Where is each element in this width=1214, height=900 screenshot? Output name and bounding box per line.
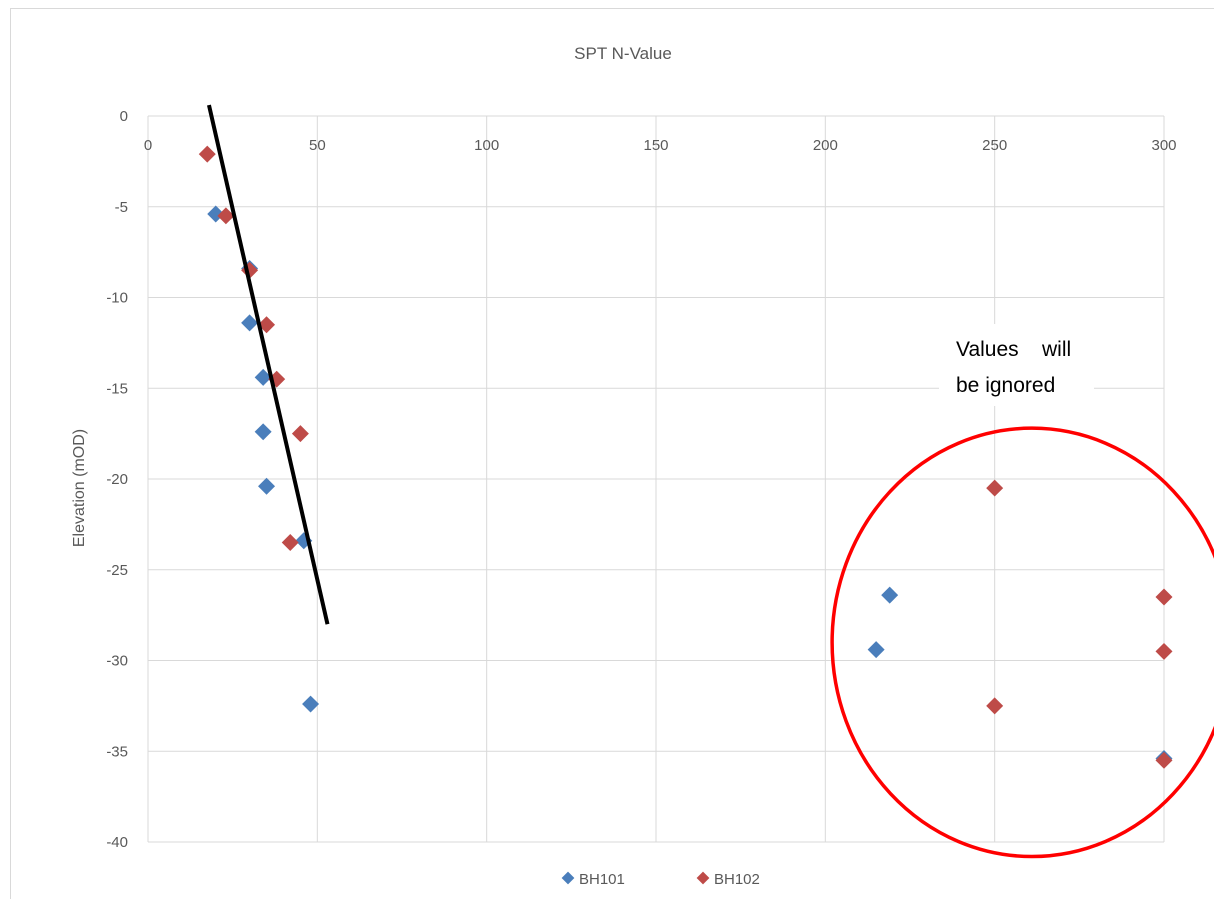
y-tick-label: -20: [106, 471, 128, 488]
data-point-bh101: [258, 477, 276, 495]
data-point-bh102: [1155, 588, 1173, 606]
y-axis-tick-labels: 0 -5 -10 -15 -20 -25 -30 -35 -40: [106, 108, 128, 851]
trend-line-group: [207, 104, 330, 625]
gridlines: [147, 115, 1165, 843]
y-tick-label: -15: [106, 380, 128, 397]
y-tick-label: -30: [106, 653, 128, 670]
data-point-bh101: [881, 586, 899, 604]
x-tick-label: 0: [144, 137, 152, 154]
chart-title: SPT N-Value: [574, 44, 672, 63]
x-tick-label: 150: [643, 137, 668, 154]
ignored-values-circle: [830, 426, 1214, 859]
chart-area: SPT N-Value 0 50 100 150 200 250 300 0 -5 -10 -15…: [10, 8, 1214, 899]
annotation-line-1: Values will: [956, 338, 1071, 361]
data-point-bh102: [986, 697, 1004, 715]
data-point-bh102: [1155, 751, 1173, 769]
x-tick-label: 300: [1151, 137, 1176, 154]
x-axis-tick-labels: 0 50 100 150 200 250 300: [144, 137, 1177, 154]
legend-marker-bh102: [696, 871, 710, 885]
legend-label-bh101: BH101: [579, 871, 625, 888]
x-tick-label: 200: [813, 137, 838, 154]
y-tick-label: -35: [106, 743, 128, 760]
annotation-line-2: be ignored: [956, 374, 1055, 397]
y-tick-label: -25: [106, 562, 128, 579]
y-tick-label: -10: [106, 290, 128, 307]
data-point-bh102: [1155, 642, 1173, 660]
annotation-group: Values will be ignored: [830, 338, 1214, 859]
data-point-bh102: [258, 316, 276, 334]
annotation-background: [939, 324, 1094, 406]
legend: BH101 BH102: [561, 871, 760, 888]
data-point-bh101: [254, 423, 272, 441]
y-tick-label: -40: [106, 834, 128, 851]
legend-item-bh101: BH101: [561, 871, 625, 888]
x-tick-label: 100: [474, 137, 499, 154]
scatter-chart: SPT N-Value 0 50 100 150 200 250 300 0 -5 -10 -15…: [71, 44, 1214, 888]
data-point-bh101: [867, 641, 885, 659]
trend-line: [207, 104, 330, 625]
data-point-bh102: [291, 425, 309, 443]
y-tick-label: 0: [120, 108, 128, 125]
legend-item-bh102: BH102: [696, 871, 760, 888]
annotation-box: [939, 324, 1094, 406]
data-points: [198, 145, 1173, 769]
data-point-bh102: [281, 534, 299, 552]
x-tick-label: 250: [982, 137, 1007, 154]
data-point-bh102: [986, 479, 1004, 497]
y-tick-label: -5: [115, 199, 128, 216]
y-axis-label: Elevation (mOD): [71, 429, 88, 547]
data-point-bh101: [302, 695, 320, 713]
legend-label-bh102: BH102: [714, 871, 760, 888]
legend-marker-bh101: [561, 871, 575, 885]
x-tick-label: 50: [309, 137, 326, 154]
data-point-bh102: [198, 145, 216, 163]
